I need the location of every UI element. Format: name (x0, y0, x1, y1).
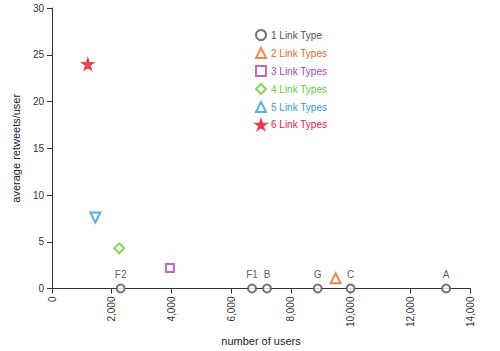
svg-text:1 Link Type: 1 Link Type (271, 30, 322, 41)
svg-text:A: A (443, 269, 450, 280)
svg-text:number of users: number of users (221, 335, 301, 347)
svg-text:15: 15 (33, 143, 45, 154)
svg-text:4 Link Types: 4 Link Types (271, 84, 327, 95)
svg-text:G: G (314, 269, 322, 280)
svg-text:2,000: 2,000 (106, 296, 117, 321)
svg-text:6,000: 6,000 (226, 296, 237, 321)
svg-text:12,000: 12,000 (405, 296, 416, 327)
svg-text:F1: F1 (246, 269, 258, 280)
svg-text:4,000: 4,000 (166, 296, 177, 321)
svg-text:8,000: 8,000 (285, 296, 296, 321)
svg-text:5: 5 (38, 236, 44, 247)
svg-text:3 Link Types: 3 Link Types (271, 66, 327, 77)
svg-text:F2: F2 (115, 269, 127, 280)
svg-text:0: 0 (47, 296, 58, 302)
svg-text:average retweets/user: average retweets/user (10, 94, 22, 203)
svg-text:10,000: 10,000 (345, 296, 356, 327)
svg-text:C: C (347, 269, 354, 280)
svg-text:6 Link Types: 6 Link Types (271, 119, 327, 130)
svg-text:0: 0 (38, 283, 44, 294)
svg-text:2 Link Types: 2 Link Types (271, 48, 327, 59)
svg-text:30: 30 (33, 3, 45, 14)
svg-text:10: 10 (33, 190, 45, 201)
svg-text:20: 20 (33, 96, 45, 107)
svg-text:5 Link Types: 5 Link Types (271, 102, 327, 113)
svg-text:14,000: 14,000 (465, 296, 476, 327)
svg-text:B: B (264, 269, 271, 280)
svg-text:25: 25 (33, 49, 45, 60)
